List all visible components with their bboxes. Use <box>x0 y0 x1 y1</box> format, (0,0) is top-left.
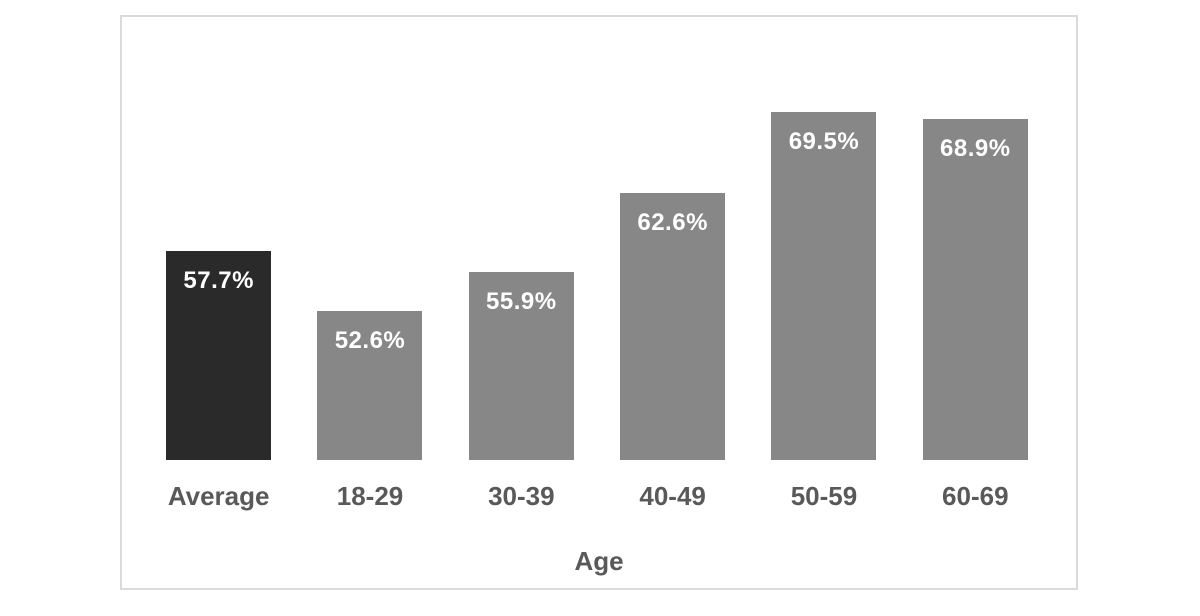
x-tick-cell: Average <box>143 480 294 512</box>
bar-60-69: 68.9% <box>922 119 1028 460</box>
bar-cell: 55.9% <box>446 272 597 460</box>
x-tick-label-18-29: 18-29 <box>336 481 404 511</box>
bar-average: 57.7% <box>166 251 272 460</box>
bar-cell: 62.6% <box>597 193 748 460</box>
bar-value-label: 57.7% <box>183 267 254 294</box>
x-axis-title: Age <box>574 546 624 576</box>
x-tick-cell: 50-59 <box>748 480 899 512</box>
plot-area: 57.7% 52.6% 55.9% 62.6% 69.5% 68.9% <box>143 100 1051 460</box>
bar-cell: 57.7% <box>143 251 294 460</box>
x-tick-cell: 60-69 <box>900 480 1051 512</box>
x-tick-cell: 18-29 <box>294 480 445 512</box>
bar-value-label: 55.9% <box>486 288 557 315</box>
bar-value-label: 68.9% <box>940 135 1011 162</box>
x-tick-label-average: Average <box>167 481 270 511</box>
bar-cell: 52.6% <box>294 311 445 460</box>
bar-18-29: 52.6% <box>317 311 423 460</box>
chart-frame: 57.7% 52.6% 55.9% 62.6% 69.5% 68.9% Average 18… <box>120 15 1078 590</box>
x-tick-label-50-59: 50-59 <box>790 481 858 511</box>
bar-40-49: 62.6% <box>620 193 726 460</box>
bar-value-label: 52.6% <box>334 327 406 354</box>
x-tick-label-40-49: 40-49 <box>639 481 706 511</box>
x-tick-cell: 30-39 <box>446 480 597 512</box>
bar-30-39: 55.9% <box>468 272 574 460</box>
x-axis-labels: Average 18-29 30-39 40-49 50-59 60-69 <box>143 479 1051 513</box>
bar-cell: 68.9% <box>900 119 1051 460</box>
bar-50-59: 69.5% <box>771 112 877 460</box>
bar-value-label: 69.5% <box>788 128 860 155</box>
x-tick-cell: 40-49 <box>597 480 748 512</box>
x-tick-label-30-39: 30-39 <box>488 481 555 511</box>
bar-value-label: 62.6% <box>637 209 708 236</box>
bar-cell: 69.5% <box>748 112 899 460</box>
x-tick-label-60-69: 60-69 <box>942 481 1009 511</box>
